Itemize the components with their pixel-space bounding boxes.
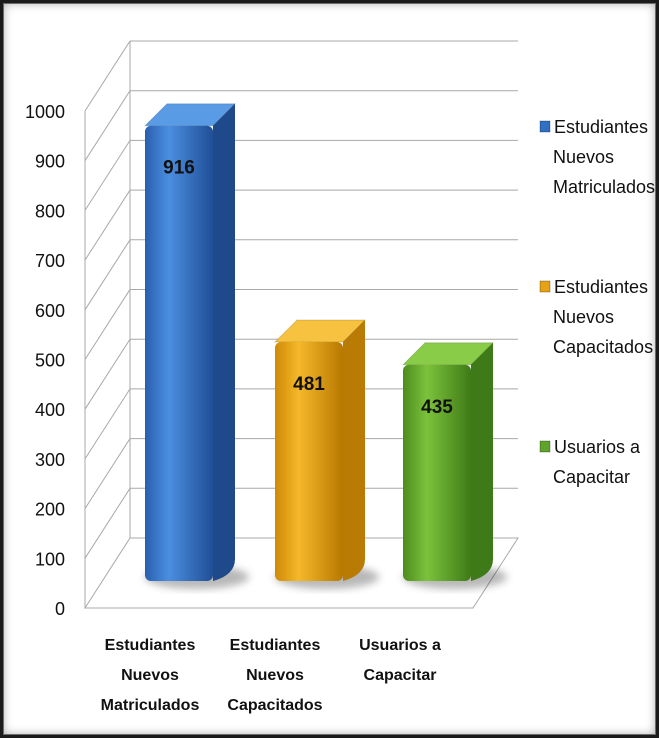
x-axis-categories: Estudiantes Nuevos Matriculados Estudiantes… (101, 637, 441, 714)
bar-side (471, 342, 493, 581)
bar (275, 341, 343, 581)
gridline-left (84, 189, 131, 261)
legend-swatch (539, 120, 551, 133)
y-axis-ticks: 0 100 200 300 400 500 600 700 800 900 1000 (25, 102, 65, 619)
y-tick-label: 800 (35, 201, 65, 221)
legend-label: Capacitar (553, 467, 630, 487)
legend-swatch (539, 440, 551, 453)
bar (403, 364, 471, 581)
x-category-label: Matriculados (101, 697, 200, 714)
gridline-left (84, 438, 131, 509)
y-tick-label: 100 (35, 549, 65, 569)
legend-label: Nuevos (553, 147, 614, 167)
x-category-label: Capacitados (227, 697, 322, 714)
gridline-left (84, 388, 131, 460)
y-tick-label: 300 (35, 450, 65, 470)
gridline-left (84, 40, 131, 112)
legend: Estudiantes Nuevos Matriculados Estudiantes… (539, 117, 655, 487)
gridline-left (84, 338, 131, 410)
y-tick-label: 1000 (25, 102, 65, 122)
x-category-label: Nuevos (246, 667, 304, 684)
legend-swatch (539, 280, 551, 293)
gridline-left (84, 289, 131, 360)
bar (145, 125, 213, 582)
legend-label: Estudiantes (554, 117, 648, 137)
bars: 916 481 435 (143, 103, 507, 589)
y-tick-label: 600 (35, 301, 65, 321)
legend-label: Matriculados (553, 177, 655, 197)
y-tick-label: 400 (35, 400, 65, 420)
bar-chart-3d: 916 481 435 0 100 200 300 400 500 600 700 800 900 10… (25, 40, 655, 714)
gridline-left (84, 90, 131, 161)
bar-value-label: 481 (293, 374, 325, 395)
x-category-label: Capacitar (364, 667, 437, 684)
legend-label: Nuevos (553, 307, 614, 327)
gridline-left (84, 140, 131, 211)
legend-label: Usuarios a (554, 437, 641, 457)
bar-value-label: 916 (163, 158, 195, 179)
y-tick-label: 0 (55, 599, 65, 619)
gridline-left (84, 239, 131, 311)
y-tick-label: 700 (35, 251, 65, 271)
bar-value-label: 435 (421, 397, 453, 418)
x-category-label: Usuarios a (359, 637, 441, 654)
y-tick-label: 200 (35, 500, 65, 520)
legend-label: Capacitados (553, 337, 653, 357)
x-category-label: Nuevos (121, 667, 179, 684)
bar-side (343, 319, 365, 581)
y-tick-label: 900 (35, 152, 65, 172)
bar-side (213, 103, 235, 582)
x-category-label: Estudiantes (230, 637, 321, 654)
legend-label: Estudiantes (554, 277, 648, 297)
x-category-label: Estudiantes (105, 637, 196, 654)
gridline-left (84, 488, 131, 559)
y-tick-label: 500 (35, 351, 65, 371)
